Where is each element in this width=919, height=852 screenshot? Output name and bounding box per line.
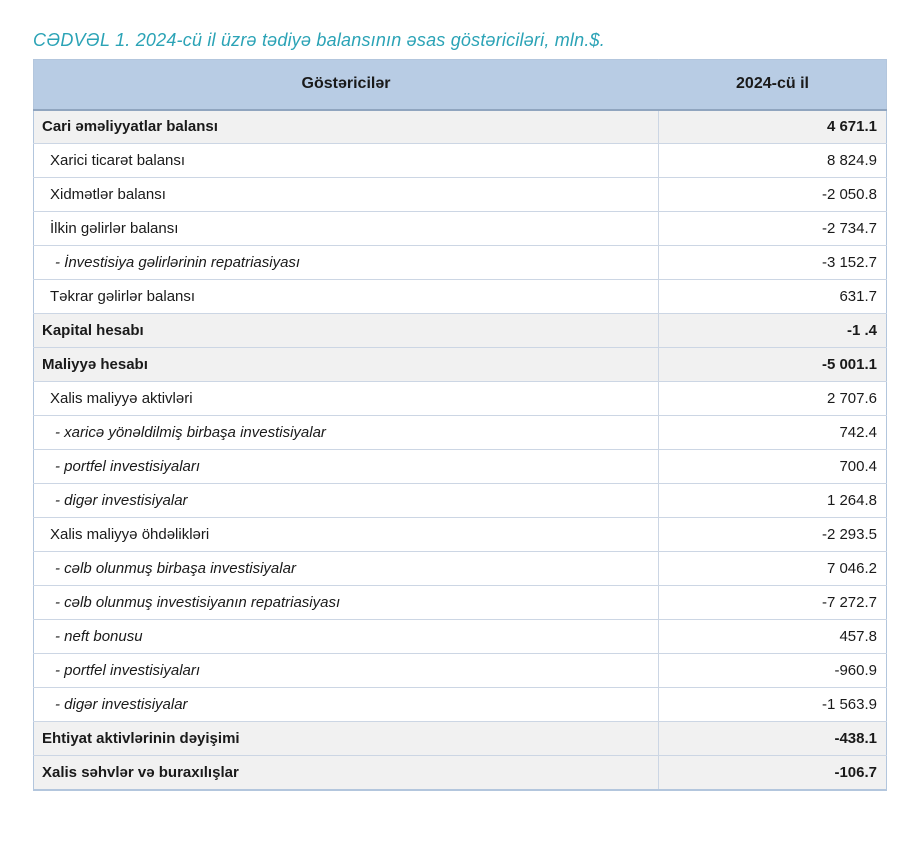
table-row: Cari əməliyyatlar balansı 4 671.1 — [33, 109, 887, 144]
row-label: - xaricə yönəldilmiş birbaşa investisiya… — [33, 415, 659, 450]
row-label: - İnvestisiya gəlirlərinin repatriasiyas… — [33, 245, 659, 280]
row-label: Təkrar gəlirlər balansı — [33, 279, 659, 314]
row-value: 1 264.8 — [658, 483, 887, 518]
table-row: - cəlb olunmuş investisiyanın repatriasi… — [33, 585, 887, 620]
row-value: -2 050.8 — [658, 177, 887, 212]
table-row: İlkin gəlirlər balansı -2 734.7 — [33, 211, 887, 246]
table-row: Maliyyə hesabı -5 001.1 — [33, 347, 887, 382]
row-value: -3 152.7 — [658, 245, 887, 280]
row-value: 457.8 — [658, 619, 887, 654]
table-body: Cari əməliyyatlar balansı 4 671.1 Xarici… — [33, 109, 887, 791]
row-label: Xalis səhvlər və buraxılışlar — [33, 755, 659, 791]
table-row: Təkrar gəlirlər balansı 631.7 — [33, 279, 887, 314]
table-row: Xidmətlər balansı -2 050.8 — [33, 177, 887, 212]
table-row: - digər investisiyalar 1 264.8 — [33, 483, 887, 518]
row-value: 631.7 — [658, 279, 887, 314]
row-label: Maliyyə hesabı — [33, 347, 659, 382]
table-row: - portfel investisiyaları 700.4 — [33, 449, 887, 484]
row-label: Kapital hesabı — [33, 313, 659, 348]
row-label: Xalis maliyyə öhdəlikləri — [33, 517, 659, 552]
table-row: Xalis maliyyə öhdəlikləri -2 293.5 — [33, 517, 887, 552]
row-label: - digər investisiyalar — [33, 483, 659, 518]
row-label: Xarici ticarət balansı — [33, 143, 659, 178]
header-row: Göstəricilər 2024-cü il — [33, 59, 887, 111]
row-value: -7 272.7 — [658, 585, 887, 620]
table-row: - cəlb olunmuş birbaşa investisiyalar 7 … — [33, 551, 887, 586]
row-value: 2 707.6 — [658, 381, 887, 416]
row-label: - digər investisiyalar — [33, 687, 659, 722]
table-row: - portfel investisiyaları -960.9 — [33, 653, 887, 688]
row-value: -438.1 — [658, 721, 887, 756]
row-label: - portfel investisiyaları — [33, 449, 659, 484]
column-header-year: 2024-cü il — [658, 59, 887, 111]
row-value: -2 293.5 — [658, 517, 887, 552]
row-value: -1 .4 — [658, 313, 887, 348]
row-label: Xidmətlər balansı — [33, 177, 659, 212]
row-label: Ehtiyat aktivlərinin dəyişimi — [33, 721, 659, 756]
column-header-indicator: Göstəricilər — [33, 59, 659, 111]
row-value: 700.4 — [658, 449, 887, 484]
row-value: -106.7 — [658, 755, 887, 791]
balance-of-payments-table: Göstəricilər 2024-cü il Cari əməliyyatla… — [33, 59, 887, 791]
row-value: 4 671.1 — [658, 109, 887, 144]
row-label: - portfel investisiyaları — [33, 653, 659, 688]
table-row: Xarici ticarət balansı 8 824.9 — [33, 143, 887, 178]
table-row: - xaricə yönəldilmiş birbaşa investisiya… — [33, 415, 887, 450]
table-row: - digər investisiyalar -1 563.9 — [33, 687, 887, 722]
row-label: - neft bonusu — [33, 619, 659, 654]
table-header: Göstəricilər 2024-cü il — [33, 59, 887, 111]
row-label: - cəlb olunmuş birbaşa investisiyalar — [33, 551, 659, 586]
table-row: - neft bonusu 457.8 — [33, 619, 887, 654]
row-label: - cəlb olunmuş investisiyanın repatriasi… — [33, 585, 659, 620]
row-label: İlkin gəlirlər balansı — [33, 211, 659, 246]
row-value: -960.9 — [658, 653, 887, 688]
row-value: -5 001.1 — [658, 347, 887, 382]
table-row: Xalis maliyyə aktivləri 2 707.6 — [33, 381, 887, 416]
row-label: Xalis maliyyə aktivləri — [33, 381, 659, 416]
table-row: - İnvestisiya gəlirlərinin repatriasiyas… — [33, 245, 887, 280]
row-value: 742.4 — [658, 415, 887, 450]
table-row: Ehtiyat aktivlərinin dəyişimi -438.1 — [33, 721, 887, 756]
row-value: 8 824.9 — [658, 143, 887, 178]
row-value: -1 563.9 — [658, 687, 887, 722]
row-value: 7 046.2 — [658, 551, 887, 586]
table-row: Xalis səhvlər və buraxılışlar -106.7 — [33, 755, 887, 791]
row-label: Cari əməliyyatlar balansı — [33, 109, 659, 144]
page-title: CƏDVƏL 1. 2024-cü il üzrə tədiyə balansı… — [33, 30, 605, 50]
table-row: Kapital hesabı -1 .4 — [33, 313, 887, 348]
row-value: -2 734.7 — [658, 211, 887, 246]
